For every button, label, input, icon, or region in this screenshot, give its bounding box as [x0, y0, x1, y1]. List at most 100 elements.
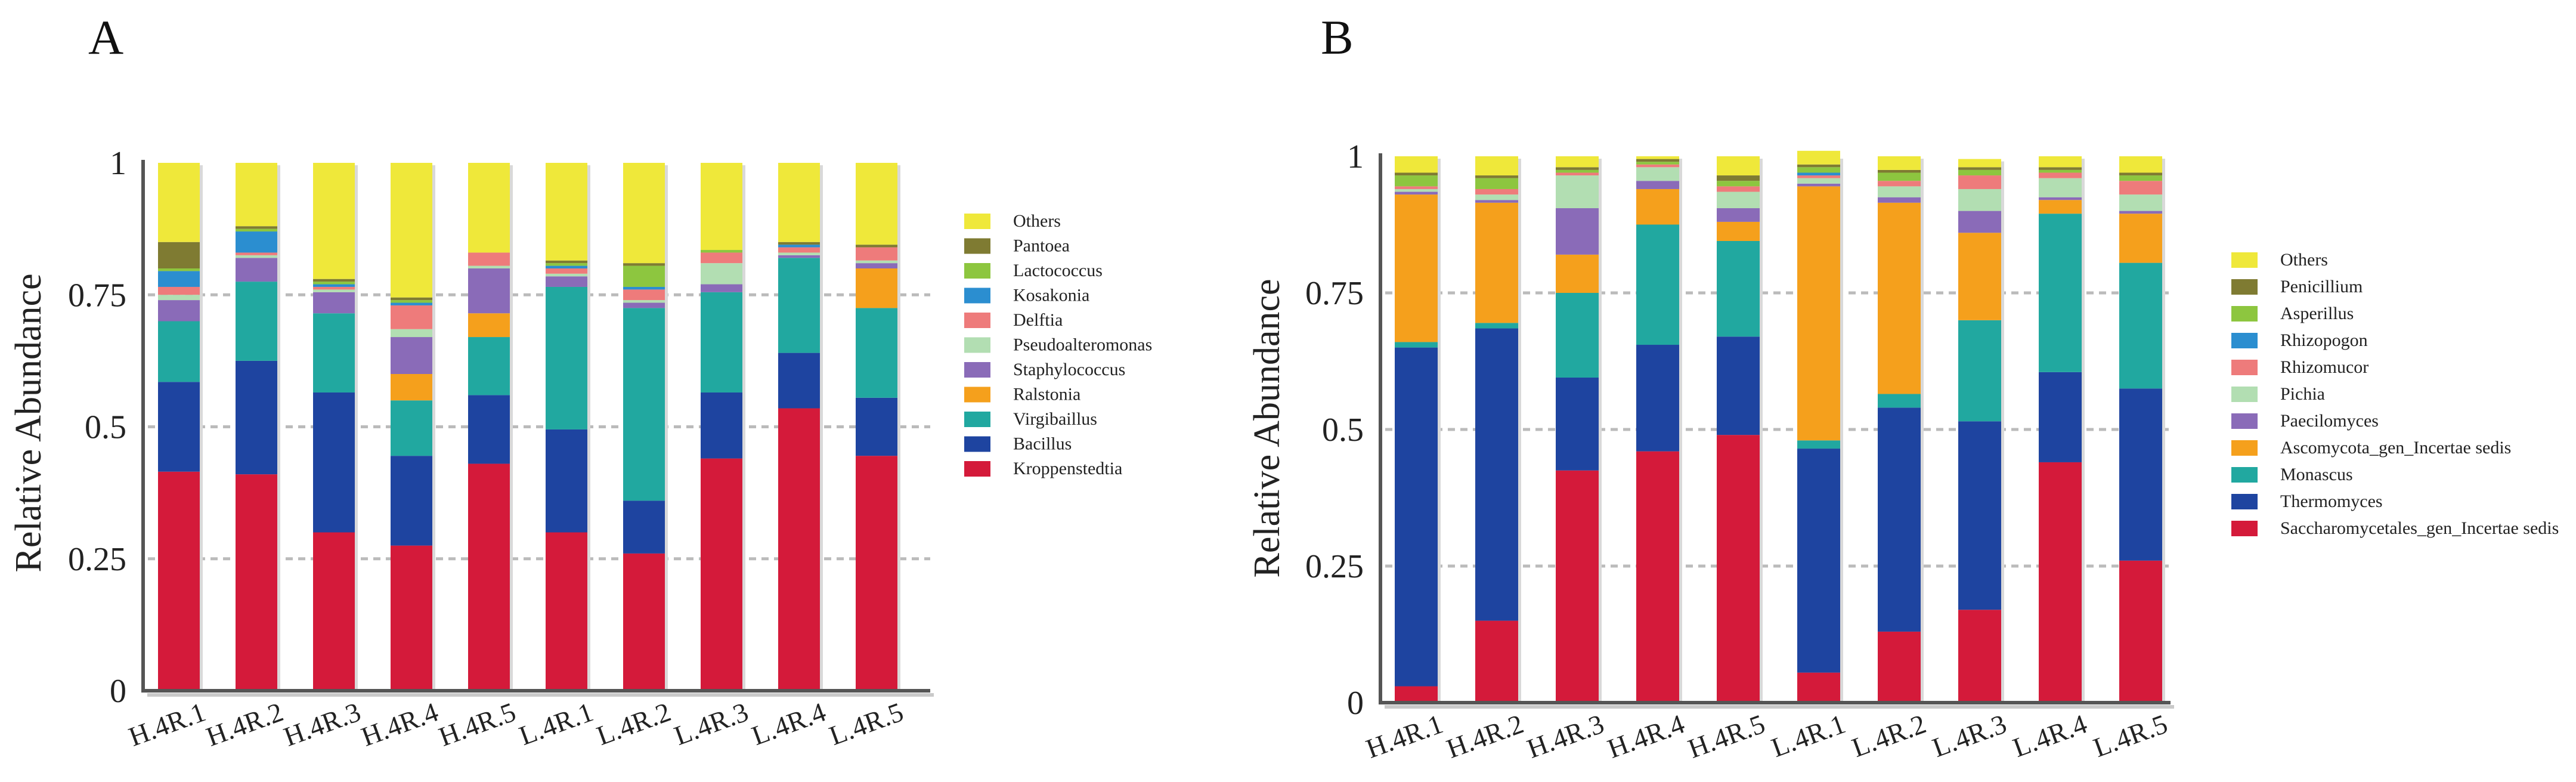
bar-shadow — [1518, 159, 1521, 703]
legend-swatch — [964, 337, 990, 353]
legend-swatch — [964, 387, 990, 403]
bar-segment-paecilomyces-L.4R.4 — [2039, 197, 2082, 200]
bar-segment-ascomycota-gen-incertae-sedis-H.4R.4 — [1636, 188, 1679, 225]
bar-segment-pichia-L.4R.3 — [1958, 188, 2001, 211]
panel-a-legend: Others Pantoea Lactococcus Kosakonia Delftia… — [964, 211, 1152, 478]
legend-swatch — [2231, 494, 2258, 509]
bar-segment-asperillus-H.4R.4 — [1636, 162, 1679, 165]
bar-segment-pseudoalteromonas-H.4R.4 — [391, 329, 432, 338]
bar-segment-pantoea-H.4R.3 — [313, 279, 355, 282]
bar-segment-rhizomucor-L.4R.4 — [2039, 172, 2082, 178]
bar-segment-kosakonia-H.4R.3 — [313, 284, 355, 287]
bar-segment-ascomycota-gen-incertae-sedis-L.4R.1 — [1797, 186, 1840, 441]
panel-b-x-ticks: H.4R.1H.4R.2H.4R.3H.4R.4H.4R.5L.4R.1L.4R… — [1362, 708, 2171, 764]
bar-segment-pseudoalteromonas-L.4R.1 — [546, 273, 587, 277]
bar-shadow — [1921, 159, 1924, 703]
x-tick-label: H.4R.1 — [1362, 708, 1447, 764]
bar-segment-asperillus-L.4R.4 — [2039, 169, 2082, 173]
bar-segment-thermomyces-L.4R.2 — [1878, 407, 1921, 632]
bar-segment-delftia-H.4R.4 — [391, 305, 432, 329]
bar-segment-delftia-H.4R.3 — [313, 286, 355, 290]
bar-segment-others-H.4R.5 — [1717, 156, 1760, 176]
bar-segment-saccharomycetales-gen-incertae-sedis-L.4R.5 — [2119, 560, 2162, 703]
bar-shadow — [1679, 159, 1682, 703]
x-tick-label: H.4R.3 — [280, 696, 364, 752]
y-tick-label: 1 — [1347, 138, 1364, 175]
bar-shadow — [1760, 159, 1763, 703]
legend-label: Kroppenstedtia — [1013, 459, 1122, 478]
bar-segment-pseudoalteromonas-H.4R.1 — [158, 295, 200, 301]
bar-segment-staphylococcus-L.4R.5 — [856, 263, 897, 268]
bar-segment-bacillus-L.4R.3 — [701, 392, 742, 459]
bar-segment-pantoea-H.4R.2 — [236, 226, 277, 229]
legend-swatch — [964, 238, 990, 254]
bar-segment-asperillus-L.4R.2 — [1878, 172, 1921, 181]
bar-segment-rhizomucor-H.4R.4 — [1636, 164, 1679, 168]
bar-segment-monascus-L.4R.5 — [2119, 262, 2162, 389]
panel-a-letter: A — [88, 10, 123, 64]
bar-segment-virgibaillus-H.4R.3 — [313, 313, 355, 392]
legend-swatch — [2231, 279, 2258, 295]
bar-segment-paecilomyces-L.4R.1 — [1797, 183, 1840, 187]
x-tick-label: L.4R.4 — [2009, 708, 2091, 763]
bar-segment-pseudoalteromonas-L.4R.4 — [778, 252, 820, 255]
bar-segment-others-L.4R.3 — [701, 163, 742, 251]
bar-segment-others-H.4R.1 — [158, 163, 200, 242]
bar-segment-delftia-H.4R.1 — [158, 286, 200, 295]
bar-shadow — [355, 165, 358, 691]
bar-segment-penicillium-H.4R.2 — [1475, 175, 1518, 178]
legend-item: Rhizopogon — [2231, 330, 2368, 350]
bar-segment-staphylococcus-H.4R.1 — [158, 300, 200, 322]
y-tick-label: 0.5 — [85, 409, 126, 446]
bar-segment-penicillium-H.4R.5 — [1717, 175, 1760, 181]
legend-label: Kosakonia — [1013, 286, 1089, 305]
bar-segment-kroppenstedtia-H.4R.1 — [158, 471, 200, 691]
bar-segment-pichia-H.4R.1 — [1395, 188, 1438, 192]
bar-segment-penicillium-H.4R.1 — [1395, 172, 1438, 176]
bar-segment-thermomyces-L.4R.5 — [2119, 388, 2162, 561]
bar-segment-ascomycota-gen-incertae-sedis-L.4R.4 — [2039, 200, 2082, 214]
bar-shadow — [665, 165, 668, 691]
bar-segment-asperillus-L.4R.1 — [1797, 167, 1840, 173]
x-tick-label: H.4R.1 — [125, 696, 209, 752]
bar-segment-kroppenstedtia-L.4R.2 — [623, 553, 665, 691]
legend-item: Ralstonia — [964, 385, 1080, 404]
bar-shadow — [200, 165, 203, 691]
legend-item: Thermomyces — [2231, 492, 2383, 511]
bar-segment-rhizomucor-L.4R.3 — [1958, 175, 2001, 189]
bar-segment-others-L.4R.5 — [856, 163, 897, 245]
bar-segment-pichia-L.4R.5 — [2119, 194, 2162, 211]
panel-b-bars — [1395, 150, 2165, 703]
bar-segment-ralstonia-L.4R.5 — [856, 268, 897, 308]
x-tick-label: H.4R.4 — [1603, 708, 1688, 764]
bar-stack-L.4R.1 — [546, 163, 590, 691]
bar-segment-others-L.4R.4 — [778, 163, 820, 242]
bar-shadow — [2001, 161, 2004, 703]
bar-segment-bacillus-L.4R.5 — [856, 397, 897, 456]
bar-segment-others-H.4R.3 — [1556, 156, 1599, 168]
bar-segment-pichia-L.4R.2 — [1878, 186, 1921, 197]
bar-stack-L.4R.2 — [1878, 156, 1924, 703]
bar-segment-paecilomyces-L.4R.2 — [1878, 197, 1921, 203]
x-tick-label: L.4R.2 — [1848, 708, 1930, 763]
bar-segment-others-L.4R.5 — [2119, 156, 2162, 173]
bar-segment-rhizomucor-L.4R.1 — [1797, 175, 1840, 178]
bar-segment-delftia-H.4R.2 — [236, 252, 277, 255]
panel-b-y-axis-label: Relative Abundance — [1247, 279, 1287, 578]
bar-segment-bacillus-L.4R.1 — [546, 429, 587, 533]
bar-stack-L.4R.3 — [701, 163, 745, 691]
bar-segment-delftia-H.4R.5 — [468, 252, 510, 266]
x-tick-label: L.4R.5 — [825, 696, 908, 751]
legend-item: Paecilomyces — [2231, 411, 2379, 431]
bar-segment-lactococcus-L.4R.1 — [546, 263, 587, 266]
bar-segment-ascomycota-gen-incertae-sedis-H.4R.1 — [1395, 194, 1438, 342]
y-tick-label: 1 — [110, 145, 126, 182]
bar-segment-others-H.4R.4 — [391, 163, 432, 298]
x-tick-label: H.4R.5 — [1684, 708, 1769, 764]
bar-segment-monascus-L.4R.3 — [1958, 320, 2001, 422]
legend-item: Pseudoalteromonas — [964, 335, 1152, 355]
bar-shadow — [432, 165, 435, 691]
bar-shadow — [820, 165, 823, 691]
bar-segment-thermomyces-H.4R.1 — [1395, 347, 1438, 687]
